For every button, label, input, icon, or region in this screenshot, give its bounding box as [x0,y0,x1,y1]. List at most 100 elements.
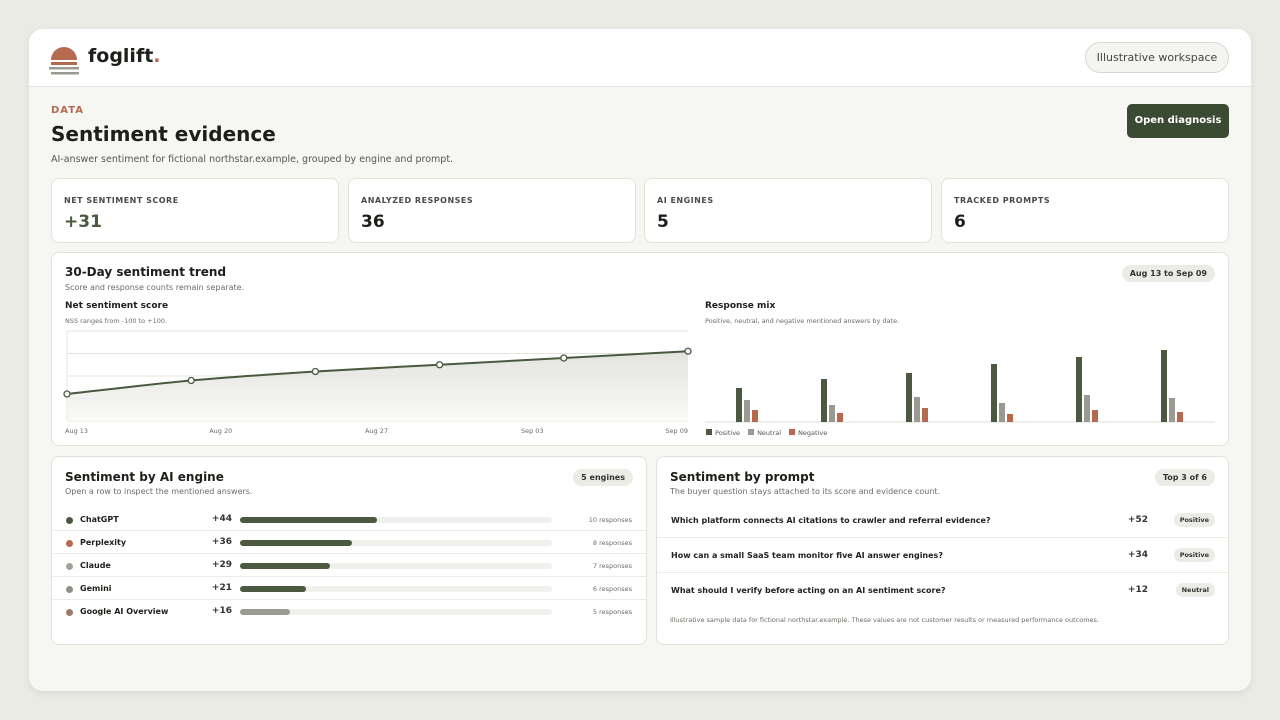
prompt-question: Which platform connects AI citations to … [671,516,991,525]
engine-row[interactable]: Perplexity +36 8 responses [52,531,646,554]
bar [736,388,742,422]
stat-label: ANALYZED RESPONSES [361,196,474,205]
bar [1076,357,1082,422]
brand: foglift. [88,45,161,67]
action-button[interactable]: Open diagnosis [1127,104,1229,138]
stat-value: 5 [657,212,669,232]
engine-name: Gemini [80,584,112,593]
header: foglift. Illustrative workspace [29,29,1251,87]
point [560,354,568,362]
engine-score: +44 [211,514,232,524]
bar [906,373,912,422]
engine-row[interactable]: Gemini +21 6 responses [52,577,646,600]
legend-swatch [789,429,796,435]
engine-score: +36 [211,537,232,547]
bar [744,400,750,422]
bar [1092,410,1098,422]
x-tick-label: Sep 03 [521,427,544,435]
bar [240,609,290,615]
chart-subtitle: Positive, neutral, and negative mentione… [705,317,900,325]
engine-name: Google AI Overview [80,607,169,616]
prompt-row[interactable]: How can a small SaaS team monitor five A… [657,538,1228,573]
footnote: Illustrative sample data for fictional n… [670,616,1099,624]
bar [240,540,353,546]
bar [240,586,306,592]
card-title: Sentiment by prompt [670,470,815,484]
point [63,390,71,398]
bar [999,403,1005,422]
page-subtitle: AI-answer sentiment for fictional norths… [51,154,454,165]
prompt-score: +12 [1127,585,1148,595]
engine-name: ChatGPT [80,515,119,524]
stat-value: 6 [954,212,966,232]
chart-title: Net sentiment score [65,301,169,311]
line [66,350,689,395]
stat-card: AI ENGINES 5 [644,178,932,243]
engine-dot [66,609,73,616]
engine-score: +21 [211,583,232,593]
stat-value: +31 [64,212,102,232]
bar [752,410,758,422]
engine-dot [66,517,73,524]
area [67,351,688,421]
response-count: 7 responses [592,562,632,570]
bar [1169,398,1175,422]
prompt-row[interactable]: Which platform connects AI citations to … [657,503,1228,538]
engine-score: +16 [211,606,232,616]
card-subtitle: Score and response counts remain separat… [65,283,245,292]
sentiment-pill: Neutral [1175,583,1215,597]
bar-track [240,540,552,546]
legend-swatch [706,429,712,435]
point [684,347,692,355]
bar [1084,395,1090,422]
response-count: 5 responses [592,608,632,616]
page-title: Sentiment evidence [51,122,276,146]
legend-label: Neutral [757,429,781,437]
bar [922,408,928,422]
engine-row[interactable]: Google AI Overview +16 5 responses [52,600,646,623]
engine-name: Perplexity [80,538,127,547]
engine-row[interactable]: Claude +29 7 responses [52,554,646,577]
bar-track [240,563,552,569]
workspace-pill[interactable]: Illustrative workspace [1085,42,1229,73]
stat-card: ANALYZED RESPONSES 36 [348,178,636,243]
chart-title: Response mix [705,301,776,311]
card-subtitle: The buyer question stays attached to its… [670,487,941,496]
bar [1161,350,1167,422]
legend-label: Negative [798,429,827,437]
engine-row[interactable]: ChatGPT +44 10 responses [52,508,646,531]
engine-dot [66,563,73,570]
bar [914,397,920,422]
response-count: 6 responses [592,585,632,593]
eyebrow: DATA [51,105,85,116]
engine-card: Sentiment by AI engine Open a row to ins… [51,456,647,645]
point [187,376,195,385]
range-pill: Aug 13 to Sep 09 [1121,265,1215,282]
x-tick-label: Aug 27 [365,427,388,435]
bar [1007,414,1013,422]
point [311,367,320,376]
bar [821,379,827,422]
stat-label: TRACKED PROMPTS [954,196,1051,205]
logo [49,47,79,75]
prompt-score: +34 [1127,550,1148,560]
bar-track [240,609,552,615]
engine-name: Claude [80,561,111,570]
brand-dot: . [153,45,161,67]
bar [1177,412,1183,422]
card-title: Sentiment by AI engine [65,470,224,484]
chart-subtitle: NSS ranges from -100 to +100. [65,317,168,325]
bar-track [240,586,552,592]
count-pill: 5 engines [573,469,633,486]
prompt-score: +52 [1127,515,1148,525]
stat-label: AI ENGINES [657,196,714,205]
sentiment-pill: Positive [1173,513,1215,527]
response-count: 8 responses [592,539,632,547]
legend-label: Positive [715,429,740,437]
response-count: 10 responses [588,516,632,524]
stat-card: TRACKED PROMPTS 6 [941,178,1229,243]
x-tick-label: Aug 20 [209,427,232,435]
card-subtitle: Open a row to inspect the mentioned answ… [65,487,253,496]
prompt-row[interactable]: What should I verify before acting on an… [657,573,1228,608]
